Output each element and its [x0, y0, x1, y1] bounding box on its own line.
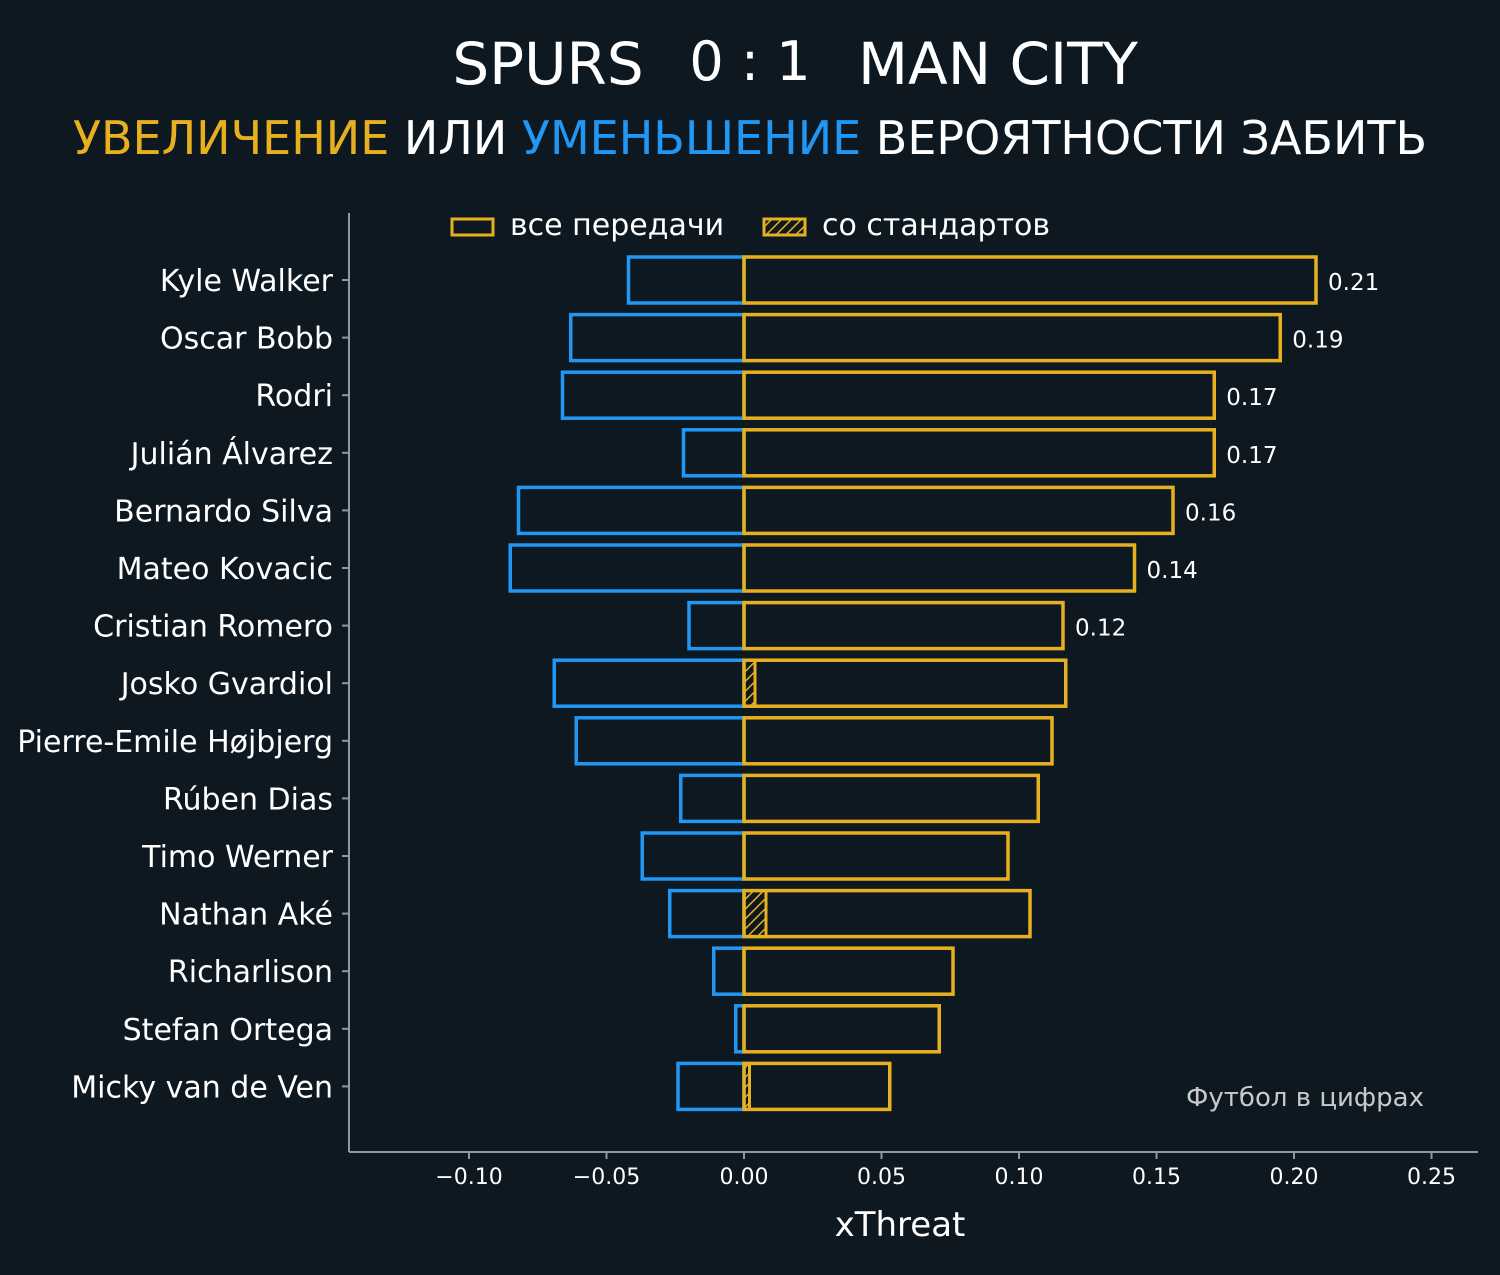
- bar-negative: [560, 370, 746, 420]
- bar-positive: [742, 600, 1065, 651]
- player-name-label: Nathan Aké: [159, 898, 333, 933]
- bar-positive: [742, 370, 1216, 420]
- x-tick-label: 0.25: [1407, 1165, 1456, 1190]
- bar-positive: [742, 946, 955, 996]
- x-tick-label: 0.20: [1270, 1165, 1319, 1190]
- player-name-label: Cristian Romero: [93, 610, 333, 645]
- bar-negative: [712, 946, 746, 996]
- bar-negative: [574, 716, 746, 766]
- player-name-label: Micky van de Ven: [71, 1070, 333, 1105]
- x-tick-label: 0.15: [1132, 1165, 1181, 1190]
- watermark-text: Футбол в цифрах: [1186, 1083, 1424, 1113]
- bar-value-label: 0.19: [1292, 328, 1343, 354]
- bar-value-label: 0.14: [1147, 558, 1198, 584]
- x-tick-label: 0.05: [857, 1165, 906, 1190]
- bar-negative: [676, 1061, 746, 1112]
- player-name-label: Bernardo Silva: [114, 494, 333, 529]
- bar-positive: [742, 1061, 892, 1112]
- bar-positive: [742, 1004, 941, 1054]
- bar-positive: [742, 888, 1032, 939]
- player-name-label: Stefan Ortega: [123, 1013, 333, 1048]
- x-tick-label: −0.10: [435, 1165, 502, 1190]
- bar-negative: [569, 312, 746, 363]
- chart-subtitle: УВЕЛИЧЕНИЕ ИЛИ УМЕНЬШЕНИЕ ВЕРОЯТНОСТИ ЗА…: [73, 111, 1427, 165]
- player-name-label: Rúben Dias: [163, 782, 333, 817]
- player-name-label: Julián Álvarez: [129, 436, 333, 472]
- bar-positive: [742, 485, 1175, 536]
- title-home-team: SPURS: [452, 30, 643, 98]
- bar-positive: [742, 255, 1318, 305]
- x-axis-label: xThreat: [835, 1205, 966, 1245]
- bar-negative: [508, 543, 746, 593]
- bar-positive: [742, 543, 1137, 593]
- player-name-label: Mateo Kovacic: [117, 552, 333, 587]
- x-tick-label: 0.10: [995, 1165, 1044, 1190]
- x-tick-label: 0.00: [720, 1165, 769, 1190]
- y-tick-labels: Kyle Walker Oscar Bobb Rodri Julián Álvarez…: [17, 264, 349, 1105]
- bar-negative: [687, 600, 746, 651]
- title-away-team: MAN CITY: [858, 30, 1139, 98]
- player-name-label: Kyle Walker: [160, 264, 334, 299]
- player-name-label: Rodri: [255, 379, 333, 414]
- bar-negative: [516, 485, 746, 536]
- bar-positive: [742, 312, 1282, 363]
- bar-negative: [626, 255, 746, 305]
- bars-layer: [508, 255, 1318, 1112]
- bar-value-label: 0.12: [1075, 616, 1126, 642]
- bar-positive: [742, 831, 1010, 881]
- bar-value-label: 0.17: [1226, 385, 1277, 411]
- legend-label-all-passes: все передачи: [510, 208, 724, 243]
- bar-positive: [742, 428, 1216, 478]
- subtitle-decrease: УМЕНЬШЕНИЕ: [522, 111, 861, 165]
- x-tick-label: −0.05: [573, 1165, 640, 1190]
- bar-positive: [742, 716, 1054, 766]
- subtitle-or: ИЛИ: [389, 111, 522, 165]
- x-ticks: −0.10 −0.05 0.00 0.05 0.10 0.15 0.20 0.25: [435, 1152, 1456, 1190]
- title-score: 0 : 1: [689, 30, 810, 93]
- bar-negative: [681, 428, 746, 478]
- bar-negative: [552, 658, 746, 708]
- bar-negative: [640, 831, 746, 881]
- bar-value-label: 0.16: [1185, 500, 1236, 526]
- bar-negative: [679, 773, 746, 824]
- player-name-label: Oscar Bobb: [160, 322, 333, 357]
- legend-label-set-pieces: со стандартов: [822, 208, 1050, 243]
- legend-swatch-set-pieces: [762, 217, 807, 237]
- bar-negative: [668, 888, 746, 939]
- bar-set-piece: [742, 889, 768, 939]
- legend: все передачи со стандартов: [450, 208, 1050, 243]
- value-labels: 0.21 0.19 0.17 0.17 0.16 0.14 0.12: [1075, 270, 1379, 642]
- legend-swatch-all-passes: [450, 217, 495, 237]
- subtitle-increase: УВЕЛИЧЕНИЕ: [73, 111, 389, 165]
- player-name-label: Pierre-Emile Højbjerg: [17, 725, 333, 760]
- player-name-label: Richarlison: [168, 955, 333, 990]
- subtitle-rest: ВЕРОЯТНОСТИ ЗАБИТЬ: [861, 111, 1427, 165]
- player-name-label: Timo Werner: [141, 840, 333, 875]
- bar-value-label: 0.21: [1328, 270, 1379, 296]
- bar-positive: [742, 773, 1040, 824]
- player-name-label: Josko Gvardiol: [119, 667, 333, 702]
- bar-positive: [742, 658, 1068, 708]
- bar-value-label: 0.17: [1226, 443, 1277, 469]
